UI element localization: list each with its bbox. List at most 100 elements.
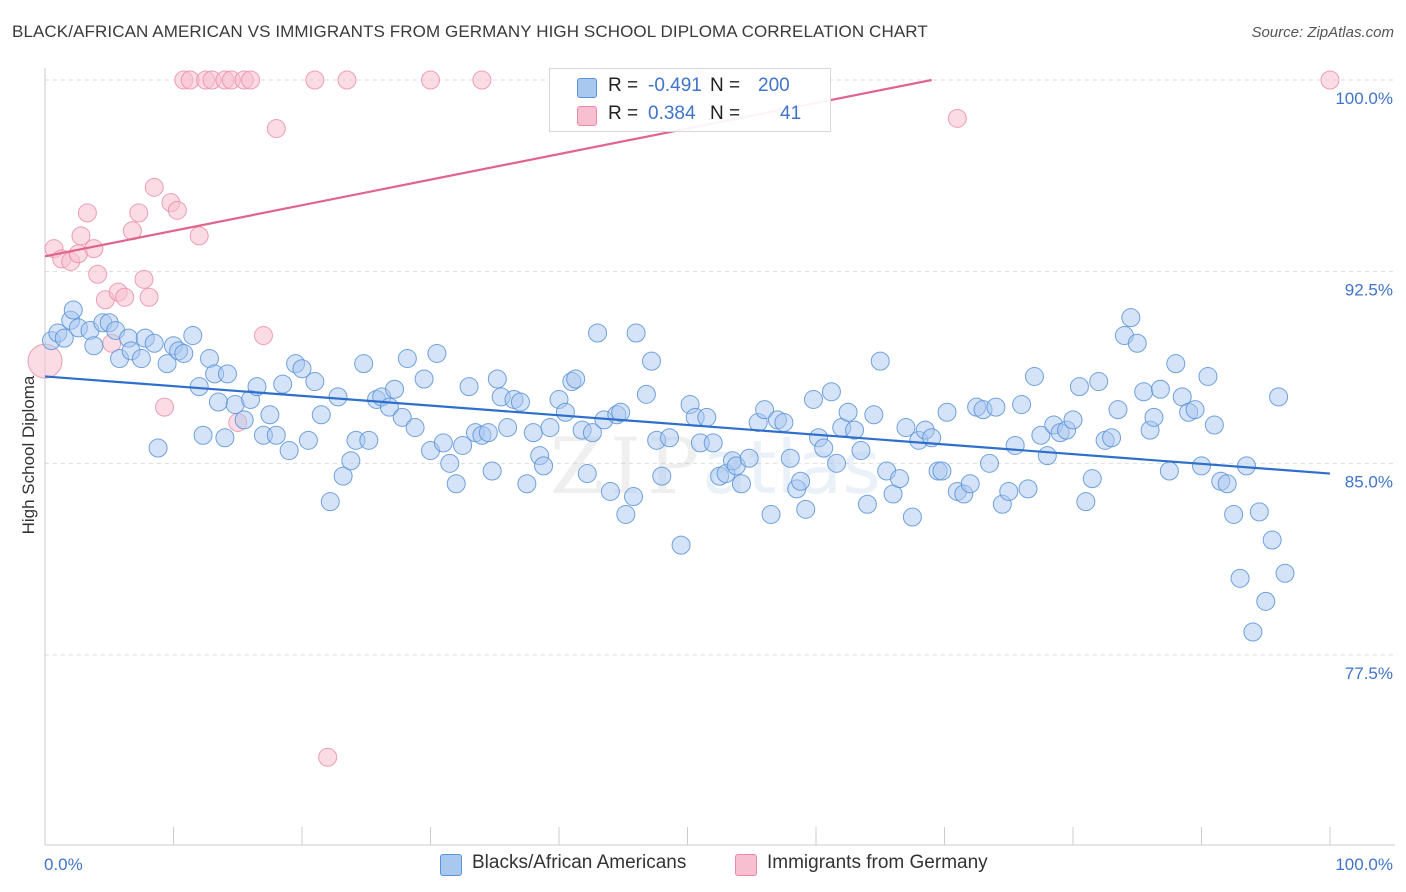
data-point-germany [337,70,357,90]
data-point-germany [71,226,91,246]
data-point-germany [134,269,154,289]
data-point-blacks [1144,407,1164,427]
data-point-blacks [582,423,602,443]
data-point-blacks [311,405,331,425]
data-point-blacks [333,466,353,486]
data-point-blacks [84,336,104,356]
data-point-blacks [780,448,800,468]
data-point-blacks [427,343,447,363]
data-point-blacks [1134,382,1154,402]
data-point-blacks [660,428,680,448]
data-point-blacks [671,535,691,555]
data-point-blacks [697,407,717,427]
data-point-blacks [791,471,811,491]
series-legend: Blacks/African Americans Immigrants from… [0,852,1406,878]
gridlines [45,79,1395,656]
data-point-blacks [1249,502,1269,522]
data-point-blacks [498,418,518,438]
stats-row-germany: R = 0.384 N = 41 [550,100,830,130]
y-tick-label: 92.5% [1345,281,1393,300]
data-point-germany [189,226,209,246]
data-point-blacks [1217,474,1237,494]
data-point-blacks [405,418,425,438]
data-point-blacks [870,351,890,371]
data-point-blacks [1262,530,1282,550]
data-point-blacks [397,349,417,369]
data-point-blacks [624,487,644,507]
data-point-blacks [932,461,952,481]
data-point-blacks [845,420,865,440]
trend-line-blacks [44,375,1331,475]
data-point-blacks [588,323,608,343]
data-point-blacks [636,384,656,404]
data-point-germany [266,119,286,139]
data-point-germany [947,108,967,128]
data-point-blacks [1224,504,1244,524]
y-tick-label: 77.5% [1345,664,1393,683]
data-point-blacks [193,425,213,445]
data-point-blacks [517,474,537,494]
data-point-blacks [482,461,502,481]
y-tick-labels: 77.5% 85.0% 92.5% 100.0% [1335,89,1393,683]
data-point-blacks [902,507,922,527]
data-point-blacks [144,333,164,353]
y-tick-label: 85.0% [1345,472,1393,491]
blue-swatch [440,854,462,876]
data-point-blacks [131,349,151,369]
data-point-germany [155,397,175,417]
data-point-blacks [215,428,235,448]
data-point-blacks [827,453,847,473]
r-value: -0.491 [648,75,702,96]
data-point-blacks [54,328,74,348]
y-tick-label: 100.0% [1335,89,1393,108]
data-point-blacks [774,412,794,432]
data-point-blacks [755,400,775,420]
data-point-blacks [540,418,560,438]
data-point-blacks [1108,400,1128,420]
data-point-blacks [1024,366,1044,386]
data-point-blacks [298,430,318,450]
series-blacks-african-americans [41,300,1295,642]
data-point-blacks [534,456,554,476]
data-point-blacks [523,423,543,443]
data-point-blacks [1012,395,1032,415]
stats-row-blacks: R = -0.491 N = 200 [550,72,830,102]
n-value: 200 [758,75,790,96]
data-point-blacks [446,474,466,494]
data-point-germany [421,70,440,90]
data-point-blacks [1018,479,1038,499]
data-point-blacks [652,466,672,486]
data-point-blacks [478,423,498,443]
r-label: R = [608,75,639,96]
data-point-germany [144,177,164,197]
legend-label: Blacks/African Americans [472,852,687,873]
data-point-blacks [999,481,1019,501]
data-point-blacks [1256,591,1276,611]
data-point-blacks [174,343,194,363]
data-point-blacks [814,438,834,458]
data-point-germany [253,326,273,346]
data-point-blacks [148,438,168,458]
blue-swatch [577,78,597,98]
data-point-germany [88,264,108,284]
data-point-blacks [890,469,910,489]
data-point-germany [1320,70,1340,90]
data-point-blacks [1185,400,1205,420]
pink-swatch [735,854,757,876]
r-label: R = [608,103,639,124]
n-label: N = [710,103,741,124]
data-point-blacks [157,354,177,374]
data-point-blacks [260,405,280,425]
data-point-blacks [414,369,434,389]
data-point-blacks [838,402,858,422]
x-tick-label: 0.0% [44,855,83,874]
data-point-blacks [1150,379,1170,399]
legend-label: Immigrants from Germany [767,852,988,873]
data-point-blacks [703,433,723,453]
data-point-blacks [328,387,348,407]
data-point-blacks [1005,435,1025,455]
data-point-blacks [1198,366,1218,386]
data-point-germany [167,200,187,220]
data-point-germany [318,747,338,767]
